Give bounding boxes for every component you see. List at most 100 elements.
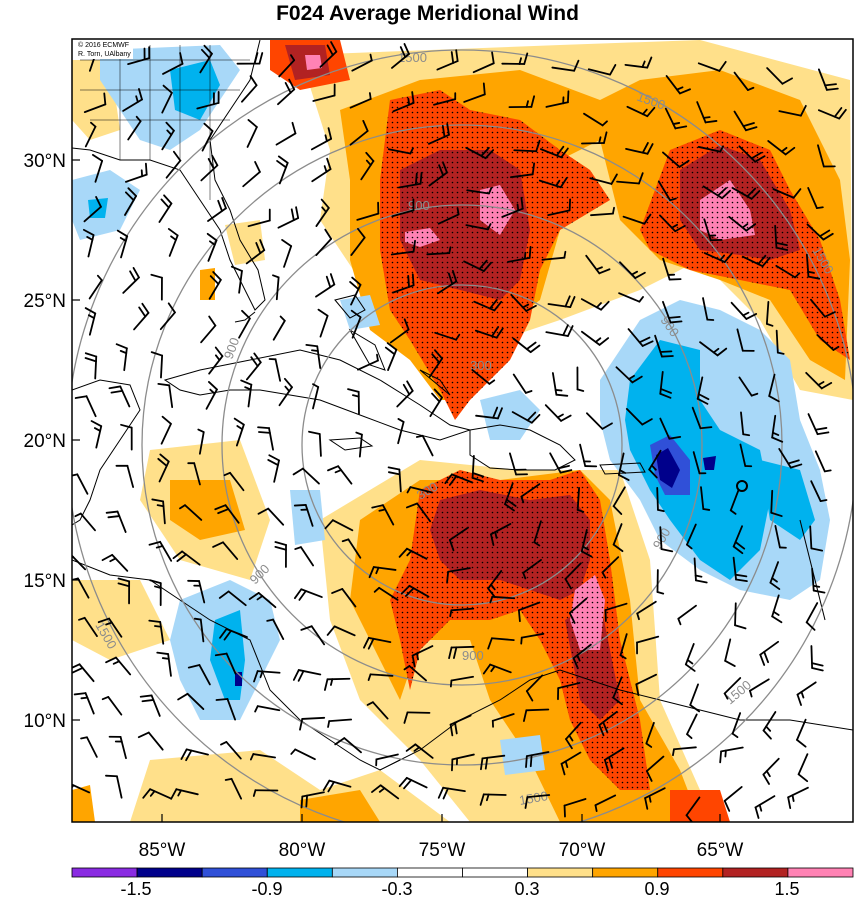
wind-barb-flag xyxy=(750,392,759,397)
wind-barb-flag xyxy=(530,413,541,424)
wind-barb-flag xyxy=(72,663,81,669)
wind-barb xyxy=(817,109,841,120)
wind-barb-flag xyxy=(96,274,103,282)
wind-barb-flag xyxy=(716,347,728,357)
wind-barb xyxy=(301,716,326,720)
wind-barb xyxy=(565,721,582,740)
wind-barb xyxy=(648,449,662,471)
wind-barb-flag xyxy=(116,229,129,238)
wind-barb-flag xyxy=(240,379,253,386)
wind-barb-flag xyxy=(294,546,302,550)
wind-barb xyxy=(580,529,588,553)
wind-barb xyxy=(749,678,770,692)
wind-barb xyxy=(85,395,97,418)
wind-barb-flag xyxy=(138,88,143,101)
puerto-rico xyxy=(599,462,646,475)
wind-barb-flag xyxy=(572,657,579,670)
wind-barb-flag xyxy=(411,273,415,287)
wind-barb xyxy=(246,126,258,148)
wind-barb xyxy=(119,735,127,760)
wind-barb-flag xyxy=(742,122,755,128)
wind-barb-flag xyxy=(635,683,640,696)
wind-barb-flag xyxy=(594,337,602,343)
wind-barb-flag xyxy=(434,349,444,360)
wind-barb-flag xyxy=(529,754,533,768)
wind-barb xyxy=(625,408,644,426)
wind-barb xyxy=(301,791,325,798)
wind-barb xyxy=(158,202,173,223)
wind-barb xyxy=(766,67,784,85)
wind-barb xyxy=(654,334,663,358)
wind-barb xyxy=(356,359,379,371)
wind-barb-flag xyxy=(487,637,493,650)
wind-barb-flag xyxy=(482,261,492,272)
wind-barb-flag xyxy=(291,121,297,135)
wind-barb-flag xyxy=(431,353,441,364)
wind-barb-flag xyxy=(179,504,186,510)
wind-barb-flag xyxy=(645,742,653,748)
wind-barb-flag xyxy=(255,242,262,255)
wind-barb-flag xyxy=(117,577,131,583)
lon-label: 85°W xyxy=(139,840,186,861)
wind-barb xyxy=(200,164,219,182)
wind-barb xyxy=(272,618,285,640)
wind-barb-flag xyxy=(559,177,568,189)
wind-barb-flag xyxy=(771,436,784,443)
wind-barb-flag xyxy=(298,590,307,601)
wind-barb-flag xyxy=(223,471,231,477)
contour-label: 900 xyxy=(462,648,484,663)
wind-barb xyxy=(733,110,747,132)
wind-barb-flag xyxy=(219,628,228,639)
longitude-labels: 85°W 80°W 75°W 70°W 65°W xyxy=(139,840,744,861)
wind-barb-flag xyxy=(679,88,691,95)
wind-barb xyxy=(770,489,774,514)
wind-barb xyxy=(817,144,825,168)
wind-barb-flag xyxy=(765,322,774,327)
wind-barb-flag xyxy=(105,510,119,514)
wind-barb-flag xyxy=(223,629,232,641)
wind-barb xyxy=(604,602,628,611)
wind-barb xyxy=(702,297,709,321)
wind-barb-flag xyxy=(568,734,574,742)
wind-barb-flag xyxy=(177,692,189,701)
wind-barb xyxy=(200,324,217,344)
wind-barb xyxy=(199,52,213,74)
wind-barb-flag xyxy=(180,748,188,760)
wind-barb-flag xyxy=(441,125,446,138)
wind-barb xyxy=(278,161,289,185)
wind-barb xyxy=(428,171,448,187)
wind-barb xyxy=(343,737,362,754)
wind-barb xyxy=(686,523,697,546)
wind-barb-flag xyxy=(84,352,98,358)
wind-barb-flag xyxy=(250,356,259,368)
wind-barb-flag xyxy=(674,125,688,130)
wind-barb xyxy=(539,148,563,159)
wind-barb xyxy=(463,260,485,272)
wind-barb xyxy=(408,584,430,598)
wind-barb-flag xyxy=(326,625,336,636)
wind-barb-flag xyxy=(484,756,489,770)
wind-barb xyxy=(471,369,491,385)
shade-lightblue-mid xyxy=(480,390,540,440)
wind-barb xyxy=(491,637,515,641)
wind-barb xyxy=(504,482,514,506)
wind-barb xyxy=(585,254,601,275)
wind-barb xyxy=(538,179,562,189)
wind-barb-flag xyxy=(161,657,170,660)
wind-barb xyxy=(150,694,161,717)
wind-barb-flag xyxy=(386,342,398,351)
wind-barb xyxy=(226,698,236,721)
wind-barb-flag xyxy=(694,574,703,578)
wind-barb-flag xyxy=(112,660,120,665)
wind-barb xyxy=(122,276,140,294)
wind-barb-flag xyxy=(811,662,824,667)
wind-barb xyxy=(513,149,538,153)
wind-barb xyxy=(645,755,665,772)
wind-barb xyxy=(778,110,802,117)
wind-barb-flag xyxy=(702,116,711,119)
wind-barb xyxy=(659,371,664,395)
wind-barb-flag xyxy=(524,390,533,394)
wind-barb-flag xyxy=(524,796,529,809)
wind-barb-flag xyxy=(403,779,413,790)
wind-barb xyxy=(696,101,707,124)
